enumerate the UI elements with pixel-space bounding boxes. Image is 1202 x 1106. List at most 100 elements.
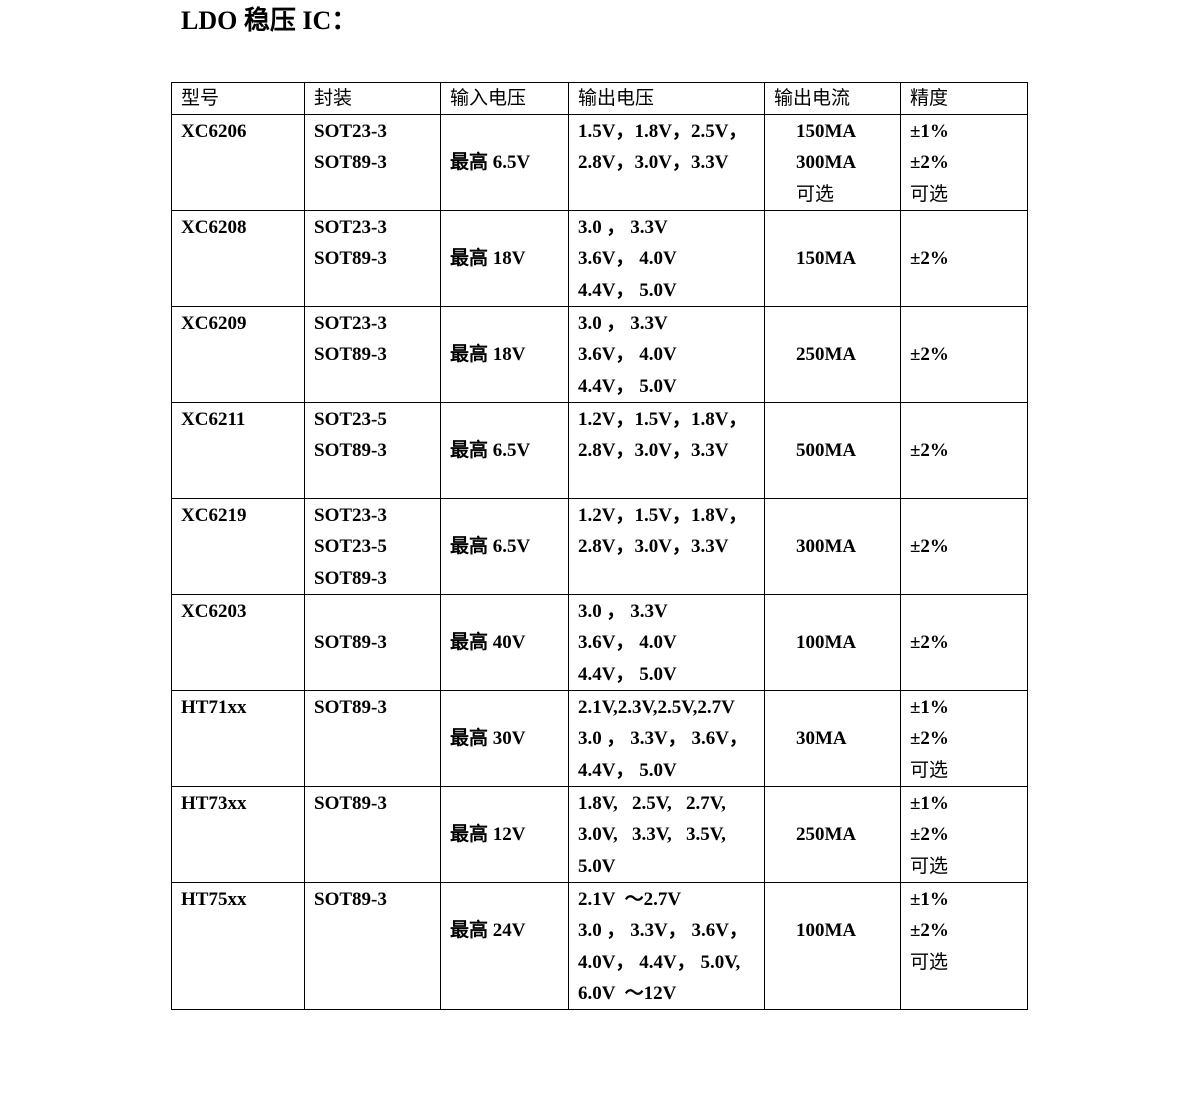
cell-line: ±2%: [910, 344, 949, 366]
cell-package: SOT89-3: [304, 594, 441, 691]
cell-package: SOT89-3: [304, 690, 441, 787]
cell-line: 6.0V ～12V: [578, 982, 677, 1004]
table-row: XC6208 SOT23-3 SOT89-3 最高 18V 3.0 ， 3.3V 3.6V…: [171, 210, 1028, 307]
cell-package: SOT89-3: [304, 786, 441, 883]
cell-output-current: 100MA: [764, 594, 901, 691]
cell-line: 最高 18V: [450, 344, 526, 366]
table-row: HT73xx SOT89-3 最高 12V 1.8V, 2.5V, 2.7V, 3.0V…: [171, 786, 1028, 883]
cell-model: XC6209: [171, 306, 305, 403]
cell-line: [450, 788, 568, 819]
cell-output-voltage: 1.2V，1.5V，1.8V， 2.8V，3.0V，3.3V: [568, 402, 765, 499]
cell-package: SOT23-5 SOT89-3: [304, 402, 441, 499]
cell-line: 3.0 ， 3.3V: [578, 217, 668, 238]
cell-line: SOT89-3: [314, 344, 387, 366]
cell-line: XC6211: [181, 409, 246, 430]
cell-line: 3.0 ， 3.3V: [578, 313, 668, 334]
cell-accuracy: ±1% ±2% 可选: [900, 114, 1028, 211]
cell-line: 可选: [796, 183, 835, 205]
cell-line: SOT89-3: [314, 248, 387, 270]
cell-line: 250MA: [796, 824, 857, 846]
cell-line: [910, 596, 1027, 627]
cell-package: SOT23-3 SOT23-5 SOT89-3: [304, 498, 441, 595]
cell-line: SOT23-3: [314, 217, 387, 238]
cell-line: [314, 596, 440, 627]
header-output-current: 输出电流: [764, 82, 901, 115]
cell-line: 3.6V， 4.0V: [578, 344, 677, 366]
cell-line: [796, 596, 900, 627]
table-row: XC6203 SOT89-3 最高 40V 3.0 ， 3.3V 3.6V， 4.0V 4…: [171, 594, 1028, 691]
cell-line: [796, 692, 900, 723]
cell-line: XC6206: [181, 121, 247, 142]
cell-line: 最高 6.5V: [450, 152, 531, 174]
cell-output-current: 250MA: [764, 306, 901, 403]
cell-input-voltage: 最高 18V: [440, 210, 569, 307]
cell-accuracy: ±1% ±2% 可选: [900, 786, 1028, 883]
cell-line: 最高 6.5V: [450, 440, 531, 462]
cell-line: 最高 40V: [450, 632, 526, 654]
cell-line: 300MA: [796, 536, 857, 558]
cell-line: [796, 788, 900, 819]
cell-output-current: 500MA: [764, 402, 901, 499]
cell-package: SOT89-3: [304, 881, 441, 1011]
cell-line: 3.0 ， 3.3V: [578, 601, 668, 622]
cell-model: XC6211: [171, 402, 305, 499]
cell-line: 150MA: [796, 248, 857, 270]
cell-line: SOT89-3: [314, 632, 387, 654]
cell-line: SOT23-3: [314, 121, 387, 142]
cell-accuracy: ±1% ±2% 可选: [900, 881, 1028, 1011]
cell-output-current: 30MA: [764, 690, 901, 787]
cell-line: SOT23-5: [314, 409, 387, 430]
cell-line: [450, 692, 568, 723]
page-title: LDO 稳压 IC：: [181, 6, 358, 35]
ldo-ic-table: 型号 封装 输入电压 输出电压 输出电流 精度 XC6206 SOT23-3 SOT89-3 最…: [171, 82, 1028, 1011]
cell-line: 最高 30V: [450, 728, 526, 750]
cell-line: 2.1V ～2.7V: [578, 889, 682, 910]
cell-line: 最高 18V: [450, 248, 526, 270]
cell-line: ±2%: [910, 536, 949, 558]
cell-line: SOT89-3: [314, 889, 387, 910]
cell-line: 100MA: [796, 632, 857, 654]
cell-line: HT75xx: [181, 889, 247, 910]
cell-input-voltage: 最高 12V: [440, 786, 569, 883]
cell-line: 3.0 ， 3.3V， 3.6V，: [578, 920, 748, 942]
cell-line: ±2%: [910, 440, 949, 462]
cell-accuracy: ±2%: [900, 594, 1028, 691]
cell-line: 可选: [910, 951, 949, 973]
cell-line: 5.0V: [578, 855, 616, 877]
cell-line: 最高 12V: [450, 824, 526, 846]
cell-line: [450, 308, 568, 339]
cell-output-voltage: 1.2V，1.5V，1.8V， 2.8V，3.0V，3.3V: [568, 498, 765, 595]
cell-line: [796, 500, 900, 531]
cell-line: 3.0 ， 3.3V， 3.6V，: [578, 728, 748, 750]
cell-line: HT73xx: [181, 793, 247, 814]
cell-line: ±2%: [910, 824, 949, 846]
cell-line: 1.5V，1.8V，2.5V，: [578, 121, 748, 142]
cell-line: [450, 212, 568, 243]
cell-accuracy: ±2%: [900, 402, 1028, 499]
table-row: XC6211 SOT23-5 SOT89-3 最高 6.5V 1.2V，1.5V，1.8…: [171, 402, 1028, 499]
table-row: XC6219 SOT23-3 SOT23-5 SOT89-3 最高 6.5V 1.2V，1…: [171, 498, 1028, 595]
cell-package: SOT23-3 SOT89-3: [304, 114, 441, 211]
cell-line: [450, 596, 568, 627]
cell-line: XC6208: [181, 217, 247, 238]
cell-line: 可选: [910, 855, 949, 877]
cell-line: [910, 500, 1027, 531]
cell-line: 2.8V，3.0V，3.3V: [578, 536, 729, 558]
cell-input-voltage: 最高 6.5V: [440, 402, 569, 499]
cell-line: SOT23-3: [314, 313, 387, 334]
table-row: HT71xx SOT89-3 最高 30V 2.1V,2.3V,2.5V,2.7V 3.…: [171, 690, 1028, 787]
cell-output-voltage: 1.8V, 2.5V, 2.7V, 3.0V, 3.3V, 3.5V, 5.0V: [568, 786, 765, 883]
cell-output-voltage: 2.1V,2.3V,2.5V,2.7V 3.0 ， 3.3V， 3.6V， 4.4V…: [568, 690, 765, 787]
header-accuracy: 精度: [900, 82, 1028, 115]
cell-line: XC6219: [181, 505, 247, 526]
cell-line: 4.4V， 5.0V: [578, 375, 677, 397]
cell-line: SOT89-3: [314, 793, 387, 814]
cell-output-voltage: 3.0 ， 3.3V 3.6V， 4.0V 4.4V， 5.0V: [568, 306, 765, 403]
cell-input-voltage: 最高 24V: [440, 881, 569, 1011]
cell-line: 最高 24V: [450, 920, 526, 942]
cell-output-current: 150MA 300MA 可选: [764, 114, 901, 211]
cell-line: 500MA: [796, 440, 857, 462]
cell-line: 1.2V，1.5V，1.8V，: [578, 505, 748, 526]
cell-line: HT71xx: [181, 697, 247, 718]
cell-line: [450, 404, 568, 435]
